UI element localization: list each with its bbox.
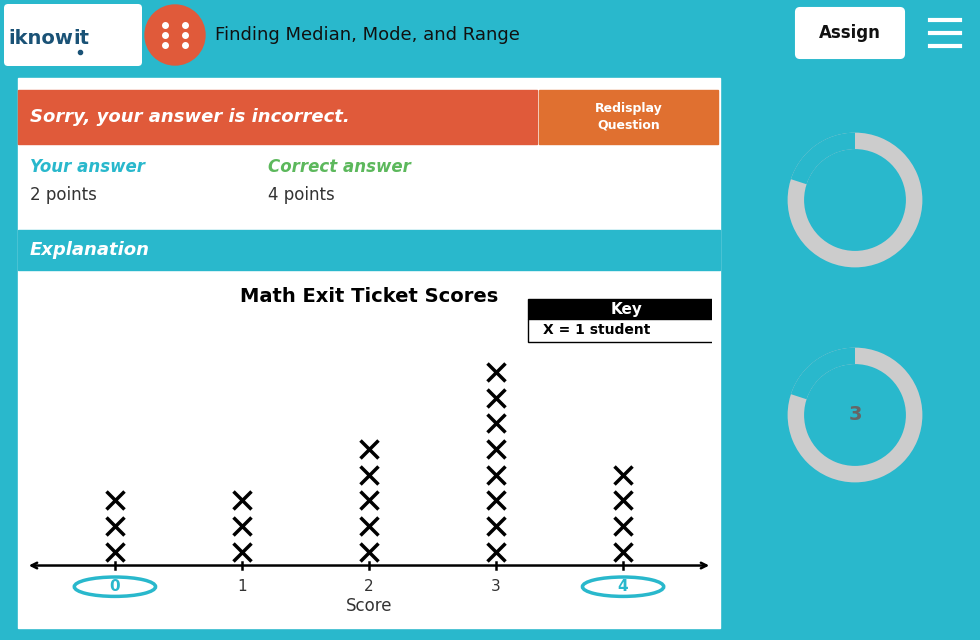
Wedge shape <box>791 132 855 184</box>
Text: 4: 4 <box>617 579 628 594</box>
FancyBboxPatch shape <box>4 4 142 66</box>
Wedge shape <box>791 348 855 399</box>
Text: 2 points: 2 points <box>30 186 97 204</box>
Bar <box>18 230 720 270</box>
Circle shape <box>145 5 205 65</box>
Text: Explanation: Explanation <box>30 241 150 259</box>
Text: Score: Score <box>346 597 392 616</box>
Text: Math Exit Ticket Scores: Math Exit Ticket Scores <box>240 287 498 306</box>
Text: Correct answer: Correct answer <box>268 158 411 176</box>
Text: Progress: Progress <box>810 86 900 104</box>
Bar <box>26 278 712 620</box>
Wedge shape <box>788 348 922 483</box>
Text: 0: 0 <box>110 579 121 594</box>
Text: Sorry, your answer is incorrect.: Sorry, your answer is incorrect. <box>30 108 350 126</box>
FancyBboxPatch shape <box>796 8 904 58</box>
Text: iknow: iknow <box>8 29 73 47</box>
Text: Assign: Assign <box>819 24 881 42</box>
Text: Finding Median, Mode, and Range: Finding Median, Mode, and Range <box>215 26 519 44</box>
Text: 4 points: 4 points <box>268 186 335 204</box>
Wedge shape <box>788 132 922 268</box>
Bar <box>18 90 537 144</box>
Text: Score: Score <box>826 301 884 319</box>
FancyBboxPatch shape <box>528 299 724 319</box>
Text: 1: 1 <box>237 579 247 594</box>
Text: it: it <box>73 29 89 47</box>
Text: 3: 3 <box>849 406 861 424</box>
FancyBboxPatch shape <box>528 319 724 342</box>
Text: X = 1 student: X = 1 student <box>543 323 651 337</box>
Text: 3/15: 3/15 <box>835 191 875 209</box>
Text: Redisplay
Question: Redisplay Question <box>595 102 662 132</box>
Text: 3: 3 <box>491 579 501 594</box>
Text: 2: 2 <box>365 579 373 594</box>
Text: Your answer: Your answer <box>30 158 145 176</box>
Bar <box>539 90 718 144</box>
Bar <box>18 78 720 628</box>
Bar <box>0 0 980 70</box>
Text: Key: Key <box>611 301 642 317</box>
